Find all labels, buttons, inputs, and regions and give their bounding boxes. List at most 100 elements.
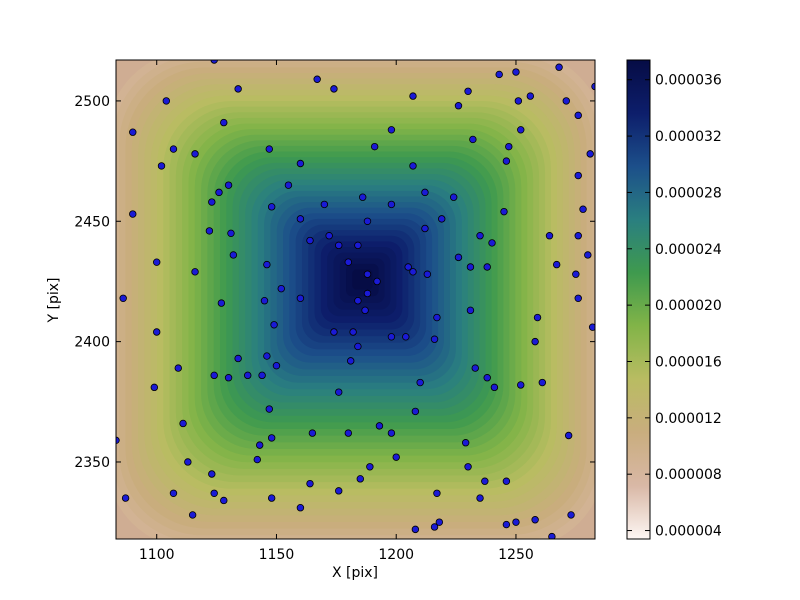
sample-point [210,489,218,497]
sample-point [179,419,187,428]
sample-point [435,518,444,526]
sample-point [423,270,432,278]
sample-point [224,374,233,382]
sample-point [174,364,182,372]
sample-point [284,181,293,189]
sample-point [490,383,499,392]
sample-point [505,142,513,151]
sample-point [330,328,338,336]
x-tick-label: 1200 [378,547,414,563]
sample-point [449,193,458,201]
colorbar-tick-label: 0.000016 [655,354,722,370]
sample-point [545,232,554,240]
sample-point [567,511,575,519]
sample-point [416,378,424,387]
sample-point [502,520,511,529]
sample-point [344,258,353,266]
sample-point [574,294,582,302]
sample-point [433,313,441,322]
plot-frame [115,59,596,540]
sample-point [306,236,314,245]
sample-point [150,383,159,392]
sample-point [464,87,472,95]
sample-point [205,227,214,235]
sample-point [517,381,525,389]
sample-point [296,504,305,512]
sample-point [227,229,235,238]
sample-point [512,68,520,76]
sample-point [157,162,166,170]
sample-point [277,284,285,293]
sample-point [253,455,262,464]
sample-point [258,371,266,380]
sample-point [306,479,314,488]
sample-point [354,241,362,250]
sample-point [121,494,130,502]
colorbar-tick-label: 0.000012 [655,411,722,427]
sample-point [564,431,573,440]
sample-points [116,60,595,539]
sample-point [404,263,412,271]
sample-point [265,405,273,413]
sample-point [454,102,463,110]
sample-point [361,306,369,315]
sample-point [267,494,276,502]
sample-point [208,198,216,206]
sample-point [220,496,228,505]
sample-point [387,200,396,209]
y-tick-label: 2400 [74,335,110,351]
colorbar-tick-label: 0.000036 [655,73,722,89]
x-tick-label: 1100 [139,547,175,563]
sample-point [267,434,276,442]
x-axis-label: X [pix] [332,565,378,581]
sample-point [308,429,317,437]
sample-point [552,260,561,269]
sample-point [244,371,252,380]
sample-point [464,463,472,471]
sample-point [409,268,417,276]
sample-point [588,323,595,331]
sample-point [162,97,170,105]
sample-point [256,441,264,449]
x-tick-label: 1250 [498,547,534,563]
y-axis-label: Y [pix] [46,278,62,324]
sample-point [517,126,525,134]
sample-point [579,205,587,213]
sample-point [363,217,372,225]
sample-point [466,263,475,271]
sample-point [483,263,491,271]
sample-point [356,475,364,483]
sample-point [555,63,563,71]
sample-point [430,523,439,531]
sample-point [215,188,223,197]
sample-point [548,532,556,539]
sample-point [191,268,199,276]
sample-point [169,489,178,497]
sample-point [354,342,362,351]
sample-point [296,215,305,223]
sample-point [591,82,595,91]
sample-point [481,477,489,485]
sample-point [272,361,281,370]
sample-point [476,232,484,240]
sample-point [514,97,523,105]
sample-point [330,85,338,93]
sample-point [270,321,278,329]
sample-point [263,260,271,269]
sample-point [488,239,496,247]
sample-point [461,439,470,447]
sample-point [392,453,400,461]
colorbar-tick-label: 0.000004 [655,524,722,540]
colorbar-tick-label: 0.000032 [655,129,722,145]
sample-point [574,171,582,180]
sample-point [229,251,238,259]
sample-point [409,92,417,100]
sample-point [153,258,161,266]
sample-point [349,328,357,336]
sample-point [421,224,429,233]
sample-point [411,525,420,534]
sample-point [358,193,367,201]
sample-point [531,337,539,346]
sample-point [402,333,410,341]
sample-point [502,157,511,165]
